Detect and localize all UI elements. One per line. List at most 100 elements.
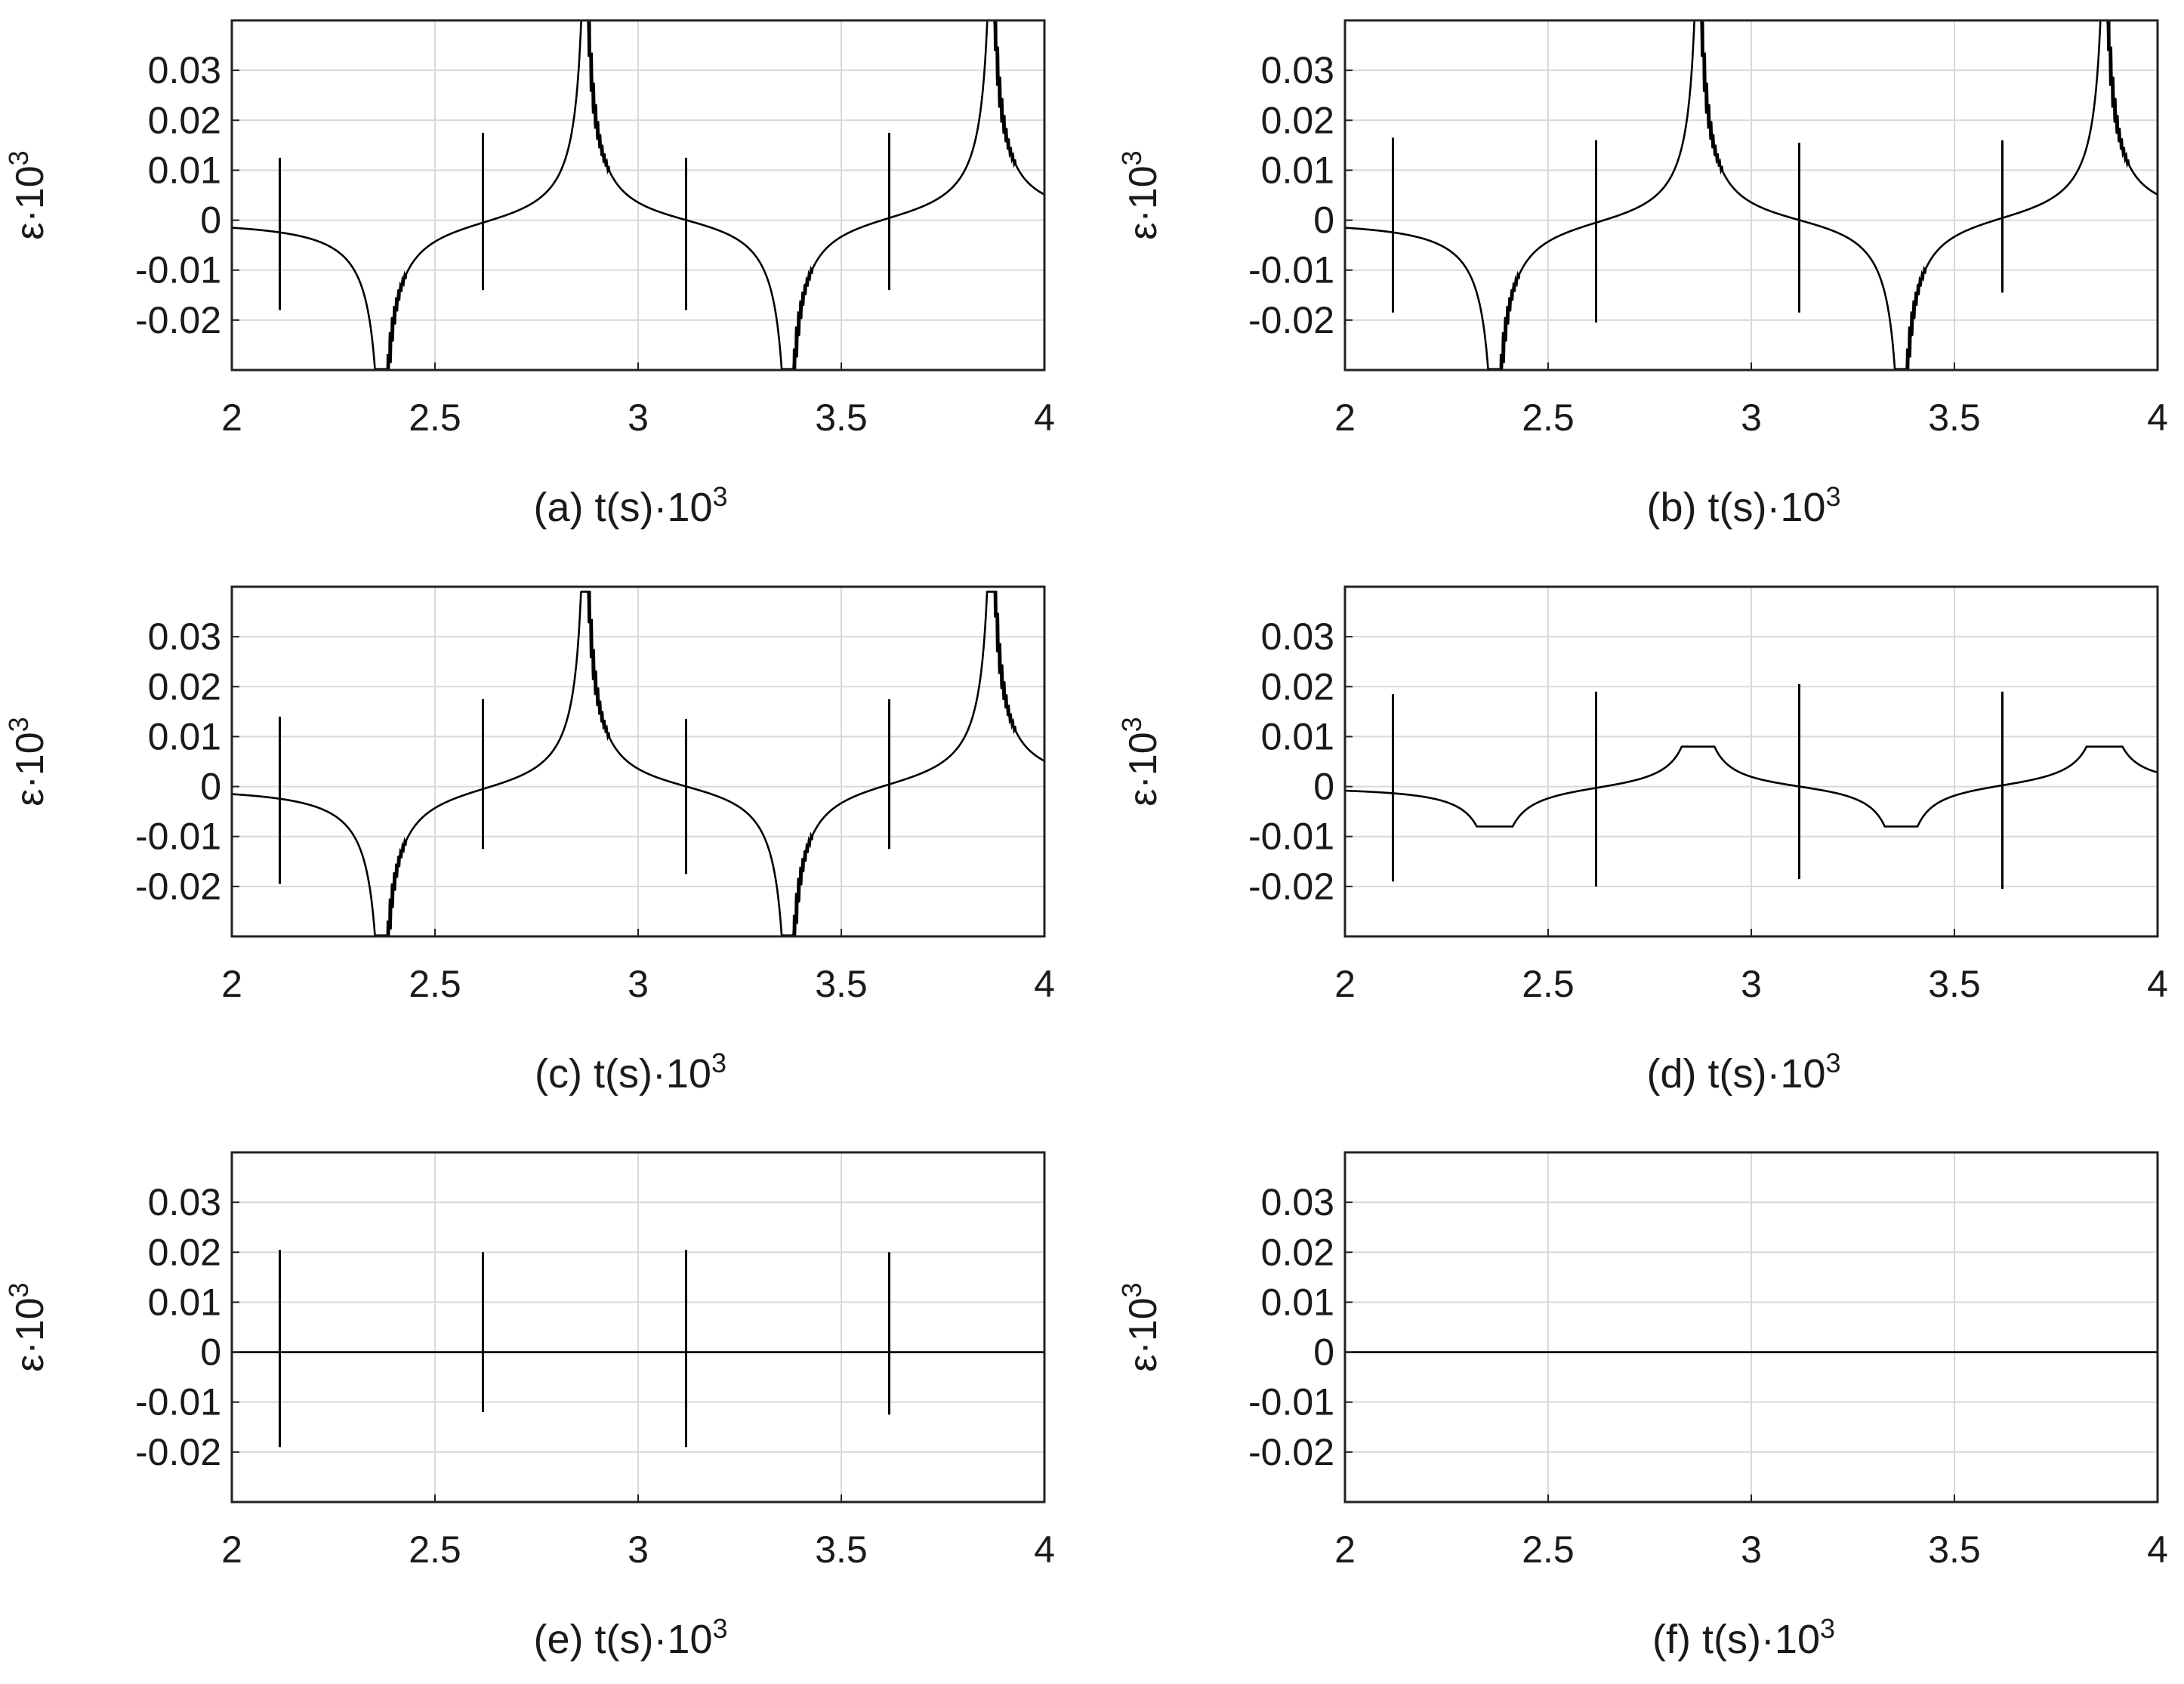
x-tick-label: 3 [1741,1528,1762,1571]
y-tick-label: 0.02 [148,1231,221,1273]
y-axis-title: ε·103 [3,150,52,239]
y-tick-label: -0.01 [1248,249,1334,291]
y-axis-title-exp: 3 [3,1282,34,1297]
x-tick-label: 2.5 [409,963,461,1005]
x-axis-title: t(s)·10 [594,485,712,530]
y-axis-title-exp: 3 [1116,150,1147,165]
x-tick-label: 4 [1034,963,1055,1005]
series-group-a [232,20,1044,370]
y-tick-label: -0.02 [135,1431,221,1473]
series-group-b [1345,20,2158,370]
x-tick-label: 2.5 [1522,963,1575,1005]
x-tick-label: 2 [1334,963,1356,1005]
y-tick-label: -0.02 [1248,1431,1334,1473]
y-tick-label: 0.01 [148,715,221,757]
caption-prefix: (c) [535,1051,594,1096]
y-tick-label: 0.03 [148,615,221,658]
panel-caption: (b) t(s)·103 [1646,481,1840,530]
x-axis-title: t(s)·10 [1707,485,1825,530]
caption-prefix: (b) [1646,485,1707,530]
caption-prefix: (f) [1652,1617,1702,1662]
x-tick-label: 2 [221,396,242,439]
x-axis-title-exp: 3 [712,481,727,512]
y-tick-label: 0.03 [148,1181,221,1223]
x-tick-label: 3 [628,963,649,1005]
x-tick-label: 3.5 [1928,963,1981,1005]
x-tick-label: 3 [628,1528,649,1571]
y-axis-title-exp: 3 [1116,717,1147,732]
y-tick-label: 0.02 [148,665,221,708]
y-tick-label: 0 [200,1331,221,1374]
y-tick-label: 0.02 [1261,99,1334,141]
x-axis-title: t(s)·10 [1702,1617,1820,1662]
y-tick-label: -0.01 [1248,1381,1334,1423]
panel-c: 0.03 0.02 0.01 0 -0.01 -0.02 2 2.5 3 3.5 4 ε·103 (c)… [3,585,1055,1096]
y-tick-label: 0 [1313,199,1334,242]
y-tick-label: 0.01 [1261,1281,1334,1323]
y-tick-label: 0.03 [1261,615,1334,658]
y-tick-label: 0.03 [148,49,221,91]
y-tick-label: 0 [1313,1331,1334,1374]
x-tick-label: 4 [1034,1528,1055,1571]
y-tick-label: -0.01 [135,1381,221,1423]
x-tick-label: 2.5 [409,396,461,439]
y-tick-label: 0.01 [148,149,221,191]
panel-d: 0.03 0.02 0.01 0 -0.01 -0.02 2 2.5 3 3.5 4 ε·103 (d)… [1116,585,2168,1096]
x-tick-label: 3 [628,396,649,439]
x-axis-title-exp: 3 [711,1047,726,1078]
series-group-c [232,591,1044,936]
x-tick-label: 3.5 [815,1528,868,1571]
caption-prefix: (a) [533,485,594,530]
panel-e: 0.03 0.02 0.01 0 -0.01 -0.02 2 2.5 3 3.5 4 ε·103 (e)… [3,1151,1055,1662]
y-axis-title-exp: 3 [1116,1282,1147,1297]
y-axis-title: ε·103 [1116,717,1165,806]
panel-caption: (e) t(s)·103 [533,1613,727,1662]
series-line [1345,745,2158,828]
y-axis-title: ε·103 [3,1282,52,1371]
x-axis-title-exp: 3 [1825,481,1840,512]
x-tick-label: 2 [1334,1528,1356,1571]
y-tick-label: -0.02 [135,299,221,341]
panel-b: 0.03 0.02 0.01 0 -0.01 -0.02 2 2.5 3 3.5 4 ε·103 (b)… [1116,19,2168,530]
caption-prefix: (d) [1646,1051,1707,1096]
y-tick-label: 0.03 [1261,1181,1334,1223]
y-axis-title: ε·103 [1116,1282,1165,1371]
y-tick-label: -0.01 [135,249,221,291]
x-tick-label: 4 [2147,396,2168,439]
y-tick-label: -0.01 [135,816,221,858]
x-tick-label: 3.5 [815,963,868,1005]
x-axis-title: t(s)·10 [594,1617,712,1662]
y-tick-label: -0.02 [1248,299,1334,341]
y-tick-label: 0.02 [1261,665,1334,708]
panel-caption: (a) t(s)·103 [533,481,727,530]
x-tick-label: 2.5 [1522,396,1575,439]
x-tick-label: 3.5 [815,396,868,439]
panel-caption: (c) t(s)·103 [535,1047,726,1096]
y-axis-title-exp: 3 [3,150,34,165]
y-axis-title: ε·103 [1116,150,1165,239]
series-group-e [232,1249,1044,1448]
series-line [232,591,1044,936]
x-tick-label: 4 [1034,396,1055,439]
series-line [1345,20,2158,370]
x-tick-label: 2.5 [409,1528,461,1571]
x-tick-label: 2 [1334,396,1356,439]
y-tick-label: -0.01 [1248,816,1334,858]
caption-prefix: (e) [533,1617,594,1662]
x-tick-label: 4 [2147,963,2168,1005]
y-tick-label: 0 [200,766,221,808]
x-axis-title-exp: 3 [712,1613,727,1644]
y-tick-label: 0 [200,199,221,242]
panel-caption: (d) t(s)·103 [1646,1047,1840,1096]
x-axis-title-exp: 3 [1825,1047,1840,1078]
panel-a: 0.03 0.02 0.01 0 -0.01 -0.02 2 2.5 3 3.5 4 ε·103 (a)… [3,19,1055,530]
y-tick-label: 0.02 [1261,1231,1334,1273]
x-tick-label: 3 [1741,396,1762,439]
y-tick-label: 0.03 [1261,49,1334,91]
x-tick-label: 2 [221,1528,242,1571]
x-axis-title: t(s)·10 [1707,1051,1825,1096]
series-group-d [1345,683,2158,890]
y-tick-label: -0.02 [135,865,221,908]
x-tick-label: 3.5 [1928,396,1981,439]
